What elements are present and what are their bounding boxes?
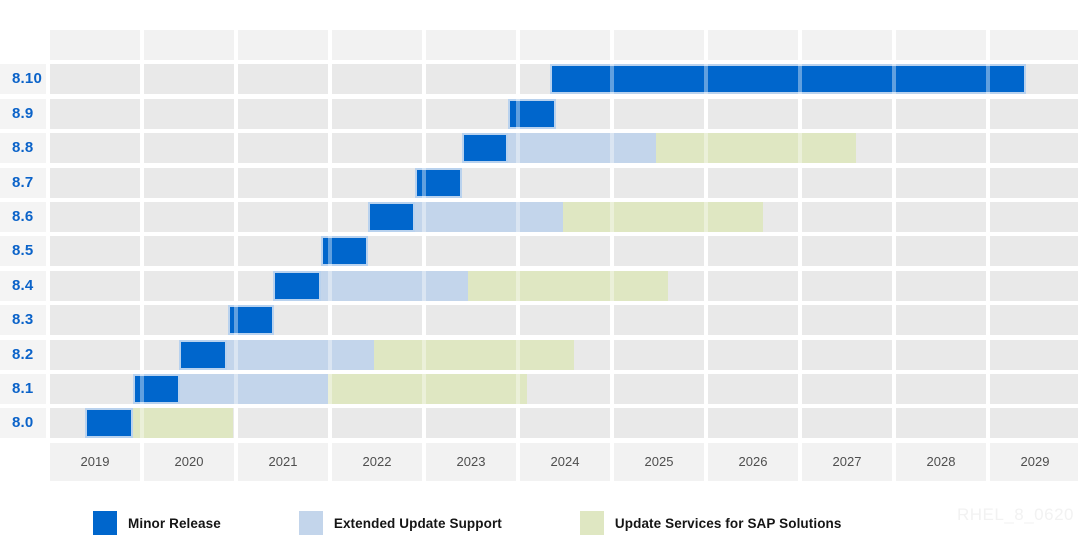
year-gridline: [516, 30, 520, 481]
bar-minor-8.6: [367, 202, 415, 232]
row-label-cell: [0, 305, 46, 336]
row-label-cell: [0, 339, 46, 370]
bar-eus-8.4: [320, 270, 469, 301]
year-gridline-overlay: [422, 30, 426, 481]
bar-eus-8.1: [179, 374, 329, 404]
year-gridline-overlay: [704, 30, 708, 481]
row-label-8.10: 8.10: [12, 70, 42, 88]
bar-sap-8.6: [563, 202, 764, 232]
watermark: RHEL_8_0620: [956, 505, 1074, 524]
bar-sap-8.2: [374, 339, 575, 370]
year-gridline-overlay: [798, 30, 802, 481]
legend: Minor Release Extended Update Support Upda…: [93, 511, 842, 535]
bar-minor-8.4: [272, 270, 321, 301]
row-label-8.5: 8.5: [12, 242, 34, 260]
legend-swatch-minor: [93, 511, 117, 535]
legend-label-minor: Minor Release: [128, 515, 221, 531]
year-gridline-overlay: [328, 30, 332, 481]
year-gridline: [704, 30, 708, 481]
row-stripe: [48, 167, 1078, 198]
bar-sap-8.1: [328, 374, 528, 404]
year-tick-2027: 2027: [832, 453, 862, 469]
row-label-8.8: 8.8: [12, 139, 34, 157]
row-label-cell: [0, 270, 46, 301]
row-stripe: [48, 98, 1078, 129]
year-tick-2029: 2029: [1020, 453, 1050, 469]
row-label-cell: [0, 64, 46, 95]
bar-minor-8.5: [320, 236, 368, 267]
bar-minor-8.7: [414, 167, 462, 198]
year-gridline: [234, 30, 238, 481]
year-tick-2026: 2026: [738, 453, 768, 469]
top-spacer-stripe: [48, 30, 1078, 60]
bar-sap-8.8: [656, 133, 857, 164]
row-label-8.4: 8.4: [12, 276, 34, 294]
bar-eus-8.2: [226, 339, 375, 370]
bar-eus-8.6: [414, 202, 564, 232]
row-stripe: [48, 236, 1078, 267]
year-gridline: [892, 30, 896, 481]
bar-minor-8.1: [132, 374, 180, 404]
bar-sap-8.0: [132, 408, 234, 439]
year-tick-2022: 2022: [362, 453, 392, 469]
year-tick-2025: 2025: [644, 453, 674, 469]
year-tick-2023: 2023: [456, 453, 486, 469]
axis-stripe: [48, 442, 1078, 481]
year-tick-2024: 2024: [550, 453, 580, 469]
year-gridline: [140, 30, 144, 481]
row-label-cell: [0, 202, 46, 232]
year-gridline-overlay: [610, 30, 614, 481]
year-gridline: [610, 30, 614, 481]
year-gridline: [798, 30, 802, 481]
bar-minor-8.8: [461, 133, 508, 164]
year-gridline-overlay: [986, 30, 990, 481]
year-gridline-overlay: [46, 30, 50, 481]
row-label-cell: [0, 167, 46, 198]
row-label-cell: [0, 236, 46, 267]
legend-label-eus: Extended Update Support: [333, 515, 502, 531]
bar-minor-8.2: [178, 339, 227, 370]
bar-minor-8.9: [507, 98, 556, 129]
row-label-8.0: 8.0: [12, 414, 34, 432]
year-gridline-overlay: [140, 30, 144, 481]
legend-label-sap: Update Services for SAP Solutions: [614, 515, 842, 531]
row-label-cell: [0, 408, 46, 439]
year-tick-2028: 2028: [926, 453, 956, 469]
year-gridline: [986, 30, 990, 481]
bar-minor-8.3: [227, 305, 274, 336]
row-label-8.7: 8.7: [12, 173, 34, 191]
year-tick-2019: 2019: [80, 453, 110, 469]
row-stripe: [48, 305, 1078, 336]
year-gridline-overlay: [892, 30, 896, 481]
bar-minor-8.10: [549, 64, 1026, 95]
bar-sap-8.4: [468, 270, 669, 301]
row-label-cell: [0, 374, 46, 404]
legend-swatch-sap: [579, 511, 604, 535]
row-label-cell: [0, 133, 46, 164]
legend-item-minor: Minor Release: [93, 511, 221, 535]
row-label-8.2: 8.2: [12, 345, 34, 363]
year-gridline-overlay: [234, 30, 238, 481]
year-gridline-overlay: [516, 30, 520, 481]
year-gridline: [422, 30, 426, 481]
year-tick-2020: 2020: [174, 453, 204, 469]
row-label-8.6: 8.6: [12, 208, 34, 225]
year-tick-2021: 2021: [268, 453, 298, 469]
row-label-cell: [0, 98, 46, 129]
row-label-8.9: 8.9: [12, 104, 34, 122]
legend-item-sap: Update Services for SAP Solutions: [579, 511, 842, 535]
row-label-8.3: 8.3: [12, 311, 34, 329]
legend-swatch-eus: [298, 511, 323, 535]
legend-item-eus: Extended Update Support: [298, 511, 502, 535]
year-gridline: [46, 30, 50, 481]
bar-minor-8.0: [84, 408, 133, 439]
row-label-8.1: 8.1: [12, 380, 34, 397]
bar-eus-8.8: [507, 133, 657, 164]
